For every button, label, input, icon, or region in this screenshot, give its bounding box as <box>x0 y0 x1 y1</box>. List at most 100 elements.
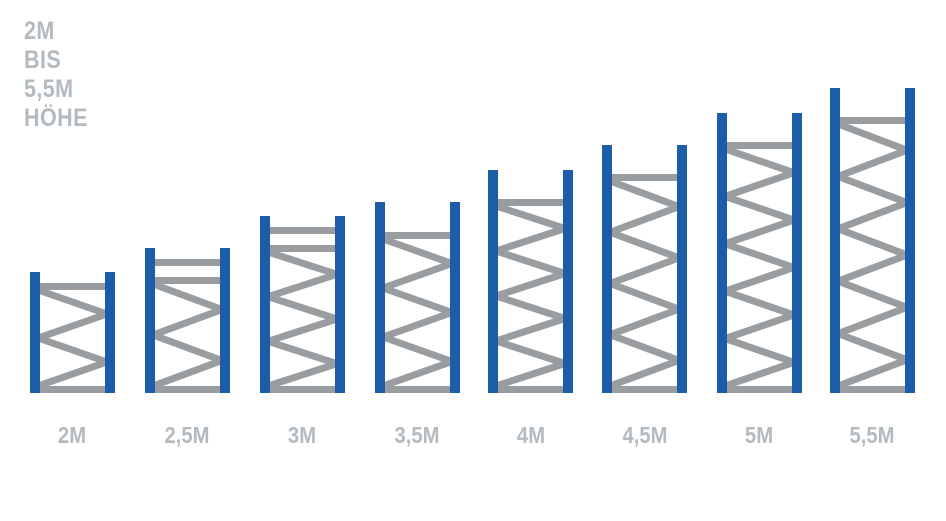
rack-horizontal-brace <box>488 386 573 393</box>
rack-diagonal-brace <box>381 333 454 365</box>
rack-horizontal-brace <box>488 199 573 206</box>
rack-diagonal-brace <box>836 146 909 180</box>
rack-diagonal-brace <box>608 357 681 390</box>
rack-label-8: 5,5M <box>849 422 895 448</box>
rack-frame <box>30 272 115 393</box>
rack-diagonal-brace <box>608 228 681 262</box>
rack-horizontal-brace <box>830 386 915 393</box>
rack-diagonal-brace <box>723 193 796 224</box>
rack-post-left <box>145 248 155 393</box>
rack-horizontal-brace <box>145 386 230 393</box>
rack-diagonal-brace <box>266 271 339 300</box>
rack-diagonal-brace <box>151 280 224 313</box>
rack-post-right <box>905 88 915 393</box>
rack-horizontal-brace <box>602 386 687 393</box>
rack-diagonal-brace <box>723 287 796 319</box>
headline-line-1: 2M <box>24 17 55 45</box>
rack-diagonal-brace <box>494 247 567 277</box>
rack-diagonal-brace <box>836 356 909 390</box>
rack-diagonal-brace <box>608 203 681 236</box>
rack-frame <box>602 145 687 393</box>
rack-post-left <box>260 216 270 393</box>
rack-diagonal-brace <box>836 199 909 233</box>
rack-horizontal-brace <box>830 117 915 124</box>
rack-diagonal-brace <box>36 358 109 390</box>
rack-post-right <box>220 248 230 393</box>
rack-diagonal-brace <box>381 358 454 390</box>
rack-frame <box>830 88 915 393</box>
rack-label-3: 3M <box>287 422 317 448</box>
rack-horizontal-brace <box>375 386 460 393</box>
rack-label-5: 4M <box>516 422 546 448</box>
rack-label-2: 2,5M <box>164 422 210 448</box>
rack-diagonal-brace <box>36 286 109 318</box>
rack-diagonal-brace <box>836 277 909 311</box>
rack-horizontal-brace <box>260 386 345 393</box>
rack-diagonal-brace <box>608 305 681 339</box>
rack-diagonal-brace <box>723 216 796 248</box>
rack-horizontal-brace <box>717 386 802 393</box>
rack-horizontal-brace <box>30 386 115 393</box>
rack-diagonal-brace <box>836 225 909 259</box>
rack-diagonal-brace <box>723 358 796 390</box>
rack-diagonal-brace <box>723 335 796 366</box>
rack-horizontal-brace <box>717 142 802 149</box>
rack-horizontal-brace <box>260 227 345 234</box>
rack-diagonal-brace <box>836 173 909 206</box>
rack-diagonal-brace <box>723 311 796 342</box>
rack-diagonal-brace <box>151 306 224 339</box>
rack-diagonal-brace <box>494 225 567 255</box>
rack-diagonal-brace <box>608 331 681 364</box>
rack-diagonal-brace <box>266 338 339 367</box>
rack-frame <box>717 113 802 393</box>
rack-post-left <box>488 170 498 393</box>
rack-label-4: 3,5M <box>394 422 440 448</box>
rack-post-left <box>717 113 727 393</box>
rack-diagonal-brace <box>836 251 909 285</box>
rack-diagonal-brace <box>266 293 339 323</box>
rack-post-left <box>30 272 40 393</box>
rack-diagonal-brace <box>836 120 909 154</box>
rack-diagonal-brace <box>381 260 454 292</box>
rack-horizontal-brace <box>375 232 460 239</box>
rack-post-right <box>792 113 802 393</box>
rack-horizontal-brace <box>260 245 345 252</box>
rack-diagonal-brace <box>723 240 796 271</box>
rack-diagonal-brace <box>36 334 109 366</box>
rack-post-right <box>563 170 573 393</box>
headline-block: 2M BIS 5,5M HÖHE <box>24 17 88 133</box>
rack-horizontal-brace <box>145 259 230 266</box>
rack-frame <box>145 248 230 393</box>
rack-diagonal-brace <box>494 337 567 367</box>
rack-label-7: 5M <box>744 422 774 448</box>
rack-diagonal-brace <box>36 310 109 342</box>
rack-diagonal-brace <box>723 145 796 177</box>
rack-diagonal-brace <box>381 309 454 341</box>
rack-diagonal-brace <box>608 177 681 210</box>
rack-diagonal-brace <box>836 330 909 364</box>
rack-diagonal-brace <box>151 357 224 390</box>
headline-line-4: HÖHE <box>24 104 88 132</box>
rack-horizontal-brace <box>145 277 230 284</box>
rack-diagonal-brace <box>494 270 567 300</box>
headline-line-3: 5,5M <box>24 75 74 103</box>
headline-line-2: BIS <box>24 46 62 74</box>
rack-post-right <box>105 272 115 393</box>
rack-horizontal-brace <box>602 174 687 181</box>
rack-post-right <box>335 216 345 393</box>
rack-frame <box>260 216 345 393</box>
rack-label-6: 4,5M <box>622 422 668 448</box>
rack-post-right <box>677 145 687 393</box>
rack-diagonal-brace <box>494 292 567 322</box>
rack-post-right <box>450 202 460 393</box>
rack-label-1: 2M <box>57 422 87 448</box>
rack-post-left <box>830 88 840 393</box>
rack-frame <box>488 170 573 393</box>
rack-frame <box>375 202 460 393</box>
rack-diagonal-brace <box>836 304 909 337</box>
rack-diagonal-brace <box>723 169 796 200</box>
rack-diagonal-brace <box>608 280 681 313</box>
